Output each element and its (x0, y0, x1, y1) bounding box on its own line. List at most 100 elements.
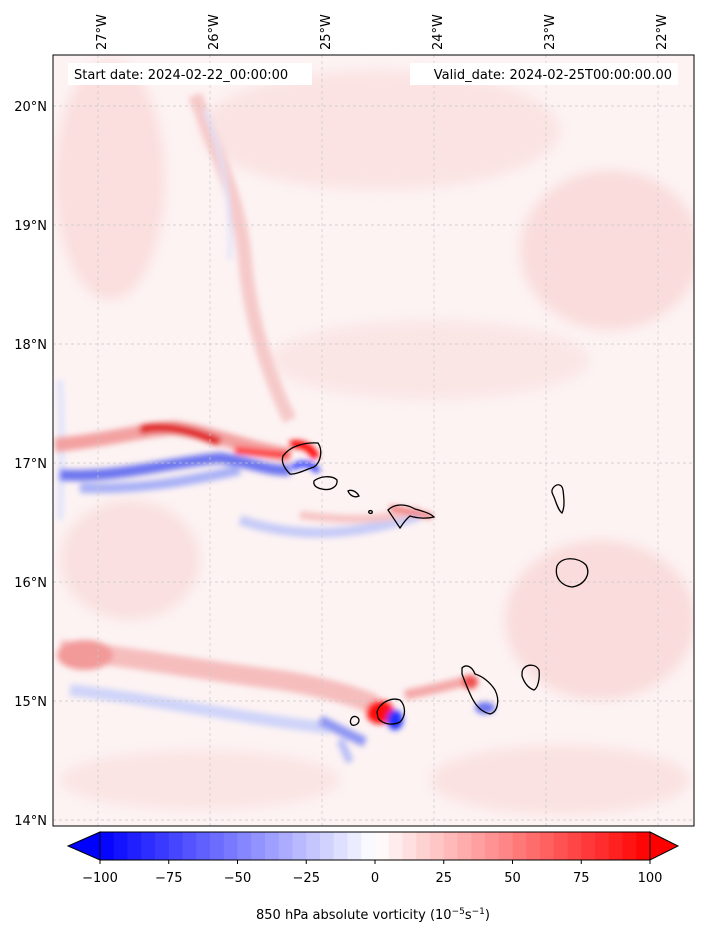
island-maio (521, 664, 540, 691)
colorbar-cell (430, 832, 445, 860)
colorbar-min-extension (66, 831, 101, 861)
colorbar-cell (210, 832, 225, 860)
colorbar-cell (223, 832, 238, 860)
lon-tick-label: 27°W (95, 14, 110, 50)
lon-tick-label: 26°W (207, 14, 222, 50)
longitude-axis: 27°W 26°W 25°W 24°W 23°W 22°W (95, 14, 670, 50)
colorbar-tick-label: −75 (155, 871, 182, 886)
lon-tick-label: 22°W (655, 14, 670, 50)
colorbar-cell (416, 832, 431, 860)
colorbar-cell (320, 832, 335, 860)
colorbar-cell (251, 832, 266, 860)
lat-tick-label: 15°N (14, 695, 47, 710)
island-santo-antao (281, 442, 322, 475)
colorbar-cell (526, 832, 541, 860)
lat-tick-label: 19°N (14, 219, 47, 234)
island-fogo (376, 698, 406, 725)
colorbar-cell (375, 832, 390, 860)
colorbar-tick-label: −25 (293, 871, 320, 886)
colorbar-tick-label: −50 (224, 871, 251, 886)
colorbar-cell (471, 832, 486, 860)
colorbar-cell (196, 832, 211, 860)
island-sao-nicolau (387, 504, 436, 530)
colorbar-cell (498, 832, 513, 860)
vorticity-band-south (57, 640, 495, 764)
colorbar-cell (155, 832, 170, 860)
map-panel (53, 55, 694, 826)
valid-date-box (410, 63, 678, 85)
start-date-box (68, 63, 312, 85)
island-branco-islet (368, 509, 373, 515)
graticule (53, 55, 694, 826)
vorticity-band-north (54, 420, 433, 538)
colorbar-tick-label: 100 (638, 871, 663, 886)
lat-tick-label: 18°N (14, 338, 47, 353)
colorbar-cells (100, 832, 651, 860)
start-date-label: Start date: 2024-02-22_00:00:00 (74, 68, 288, 83)
island-santiago (461, 665, 499, 715)
colorbar-cell (237, 832, 252, 860)
island-santa-luzia (347, 489, 360, 498)
colorbar-ticks (99, 860, 651, 864)
colorbar-cell (388, 832, 403, 860)
colorbar-cell (265, 832, 280, 860)
colorbar-cell (347, 832, 362, 860)
colorbar-cell (540, 832, 555, 860)
colorbar-label: 850 hPa absolute vorticity (10−5s−1) (256, 907, 490, 923)
colorbar-cell (127, 832, 142, 860)
colorbar-label-mid: s (465, 908, 472, 923)
colorbar-tick-label: 50 (504, 871, 521, 886)
colorbar-tick-label: 75 (573, 871, 590, 886)
island-boa-vista (555, 558, 589, 588)
colorbar-cell (278, 832, 293, 860)
latitude-axis: 20°N 19°N 18°N 17°N 16°N 15°N 14°N (14, 100, 47, 829)
colorbar-cell (306, 832, 321, 860)
colorbar-label-exp1: −5 (452, 907, 465, 917)
colorbar-cell (595, 832, 610, 860)
colorbar-cell (168, 832, 183, 860)
colorbar-cell (402, 832, 417, 860)
colorbar-cell (485, 832, 500, 860)
colorbar-cell (457, 832, 472, 860)
colorbar-tick-label: 25 (435, 871, 452, 886)
lon-tick-label: 25°W (319, 14, 334, 50)
colorbar-cell (443, 832, 458, 860)
island-brava (349, 715, 360, 726)
colorbar-label-main: 850 hPa absolute vorticity (10 (256, 908, 452, 923)
colorbar-tick-labels: −100 −75 −50 −25 0 25 50 75 100 (82, 871, 662, 886)
lat-tick-label: 14°N (14, 814, 47, 829)
colorbar-cell (512, 832, 527, 860)
lon-tick-label: 24°W (431, 14, 446, 50)
colorbar-cell (636, 832, 651, 860)
colorbar-cell (141, 832, 156, 860)
colorbar-cell (622, 832, 637, 860)
colorbar-cell (553, 832, 568, 860)
colorbar-cell (182, 832, 197, 860)
colorbar-label-exp2: −1 (472, 907, 485, 917)
island-coastlines (281, 442, 589, 726)
lat-tick-label: 16°N (14, 576, 47, 591)
valid-date-label: Valid_date: 2024-02-25T00:00:00.00 (434, 68, 672, 83)
colorbar-cell (361, 832, 376, 860)
colorbar-cell (567, 832, 582, 860)
colorbar-cell (333, 832, 348, 860)
lat-tick-label: 20°N (14, 100, 47, 115)
date-header: Start date: 2024-02-22_00:00:00 Valid_da… (68, 63, 678, 85)
colorbar-cell (100, 832, 115, 860)
colorbar-label-end: ) (485, 908, 490, 923)
colorbar: −100 −75 −50 −25 0 25 50 75 100 850 hPa … (66, 831, 680, 923)
colorbar-cell (113, 832, 128, 860)
island-sao-vicente (313, 476, 338, 491)
map-frame (52, 54, 695, 827)
lon-tick-label: 23°W (543, 14, 558, 50)
colorbar-tick-label: 0 (371, 871, 379, 886)
island-sal (551, 484, 565, 514)
colorbar-cell (581, 832, 596, 860)
colorbar-cell (292, 832, 307, 860)
vorticity-field-broad (55, 60, 694, 815)
colorbar-tick-label: −100 (82, 871, 118, 886)
colorbar-max-extension (649, 831, 680, 861)
lat-tick-label: 17°N (14, 457, 47, 472)
colorbar-cell (608, 832, 623, 860)
